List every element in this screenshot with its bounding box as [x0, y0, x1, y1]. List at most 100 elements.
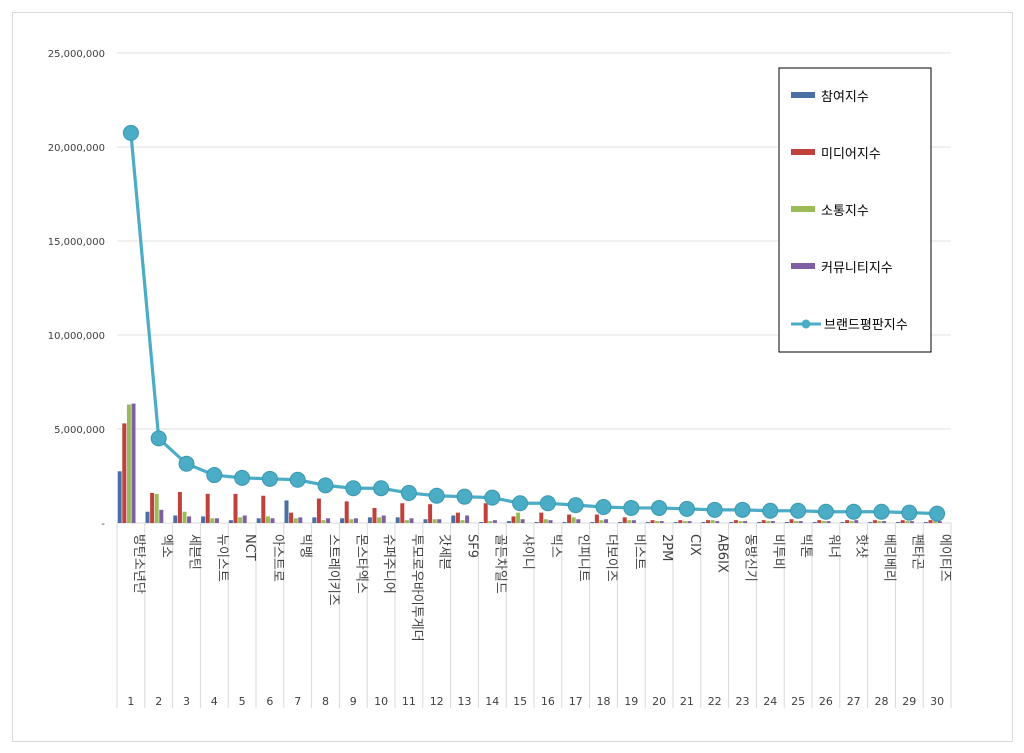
category-label: CIX [687, 534, 702, 556]
bar [520, 519, 525, 523]
bar [715, 521, 720, 523]
bar [428, 504, 433, 523]
category-label: 아스트로 [270, 534, 285, 582]
bar [798, 521, 803, 523]
bar [655, 521, 660, 523]
line-point [595, 499, 612, 516]
bar [882, 521, 887, 523]
bar [826, 521, 831, 523]
category-label: 에이티즈 [937, 534, 952, 582]
category-label: 슈퍼주니어 [381, 534, 396, 594]
bar [326, 518, 331, 523]
bar [701, 522, 706, 523]
legend-label: 브랜드평판지수 [824, 318, 908, 333]
category-label: 빅톤 [798, 534, 813, 558]
rank-label: 15 [513, 695, 527, 708]
y-tick-label: - [101, 519, 105, 530]
bar [743, 521, 748, 523]
rank-label: 24 [763, 695, 777, 708]
bar [182, 511, 187, 523]
category-label: 골든차일드 [492, 534, 507, 594]
rank-label: 25 [791, 695, 805, 708]
bar [872, 520, 877, 523]
bar [849, 521, 854, 523]
bar [238, 517, 243, 523]
rank-label: 29 [902, 695, 916, 708]
bar [845, 520, 850, 523]
bar [710, 520, 715, 523]
line-point [845, 503, 862, 520]
legend-label: 커뮤니티지수 [821, 261, 893, 276]
rank-label: 26 [819, 695, 833, 708]
legend-label: 미디어지수 [821, 147, 881, 162]
line-point [512, 495, 529, 512]
bar [177, 491, 182, 523]
bar [678, 520, 683, 523]
line-series [122, 124, 946, 522]
bar [645, 522, 650, 523]
bar [270, 518, 275, 523]
bar [511, 516, 516, 523]
bar [150, 492, 155, 523]
chart-frame: - 5,000,000 10,000,000 15,000,000 20,000,000… [12, 12, 1013, 742]
bar [673, 522, 678, 523]
bar [933, 521, 938, 523]
line-point [817, 503, 834, 520]
rank-label: 23 [736, 695, 750, 708]
rank-label: 8 [322, 695, 329, 708]
bar [298, 517, 303, 523]
bar [854, 520, 859, 523]
line-point [178, 455, 195, 472]
bar [261, 495, 266, 523]
category-label: 투모로우바이투게더 [409, 534, 424, 642]
line-point [790, 502, 807, 519]
bar [618, 522, 623, 523]
bar [488, 521, 493, 523]
rank-label: 2 [155, 695, 162, 708]
bar [404, 520, 409, 523]
bar [937, 521, 942, 523]
rank-label: 11 [402, 695, 416, 708]
bar [562, 522, 567, 523]
rank-label: 17 [569, 695, 583, 708]
brand-reputation-chart: - 5,000,000 10,000,000 15,000,000 20,000,000… [48, 49, 952, 708]
bar [627, 520, 632, 523]
legend-label: 참여지수 [821, 90, 869, 105]
category-label: 베리베리 [882, 534, 897, 582]
bar [289, 512, 294, 523]
rank-label: 12 [430, 695, 444, 708]
rank-label: 28 [875, 695, 889, 708]
bar [900, 520, 905, 523]
category-label: 펜타곤 [909, 534, 924, 570]
bar [757, 522, 762, 523]
bar [576, 519, 581, 523]
bar [868, 522, 873, 523]
line-point [206, 467, 223, 484]
bar [256, 518, 261, 523]
bar [131, 403, 136, 523]
bar [242, 515, 247, 523]
bar [909, 521, 914, 523]
bar [571, 517, 576, 523]
rank-label: 27 [847, 695, 861, 708]
category-label: 워너 [826, 534, 841, 558]
rank-label: 9 [350, 695, 357, 708]
bar [706, 520, 711, 523]
line-point [678, 500, 695, 517]
line-point [873, 503, 890, 520]
bar [738, 521, 743, 523]
line-point [901, 504, 918, 521]
bar [293, 518, 298, 523]
legend-swatch [791, 149, 815, 155]
legend-swatch [791, 92, 815, 98]
bar [733, 520, 738, 523]
bar [604, 519, 609, 523]
category-label: 세븐틴 [187, 534, 202, 570]
bar [659, 521, 664, 523]
y-tick-label: 10,000,000 [48, 331, 105, 342]
bar [395, 517, 400, 523]
bar [590, 522, 595, 523]
bar [465, 515, 470, 523]
line-point [373, 480, 390, 497]
